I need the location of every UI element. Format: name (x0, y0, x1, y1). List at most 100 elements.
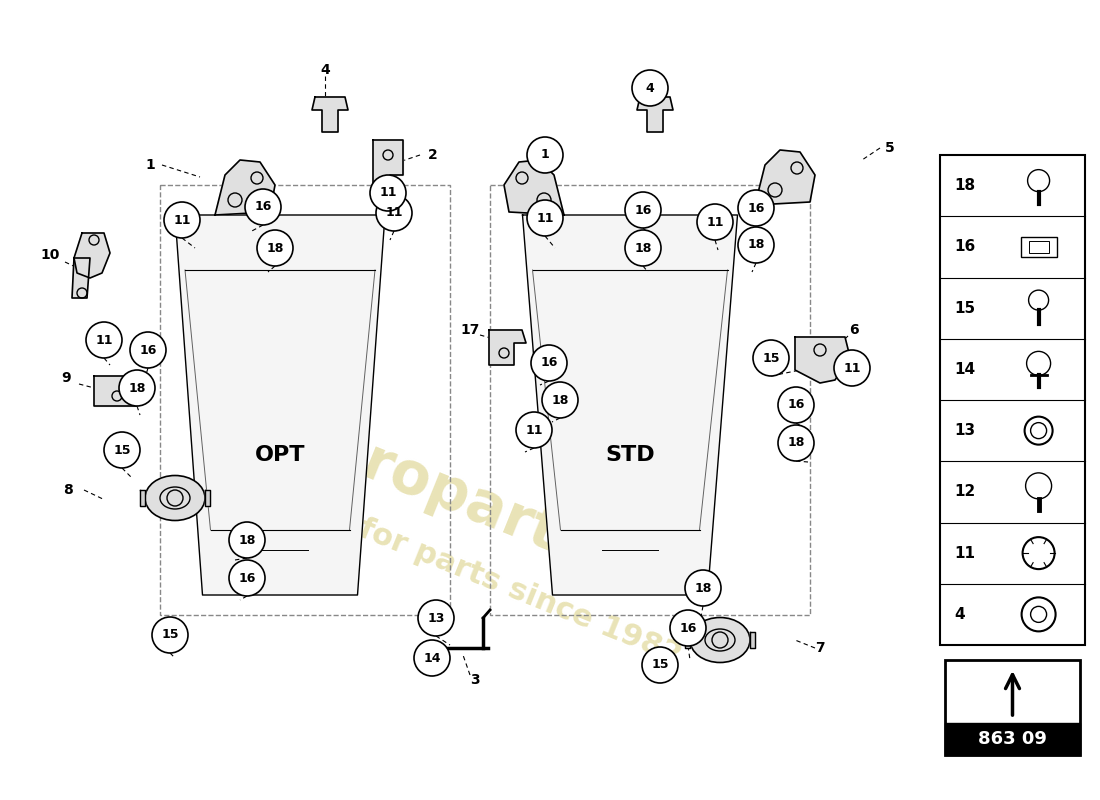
Text: 16: 16 (540, 357, 558, 370)
Circle shape (229, 560, 265, 596)
Circle shape (414, 640, 450, 676)
Polygon shape (685, 632, 690, 648)
Polygon shape (490, 330, 526, 365)
Text: 16: 16 (954, 239, 976, 254)
Polygon shape (504, 160, 564, 215)
Circle shape (376, 195, 412, 231)
Text: 13: 13 (427, 611, 444, 625)
Text: 11: 11 (526, 423, 542, 437)
Circle shape (527, 137, 563, 173)
Circle shape (625, 230, 661, 266)
Polygon shape (755, 150, 815, 205)
Text: 11: 11 (844, 362, 860, 374)
Circle shape (86, 322, 122, 358)
Text: europarts: europarts (279, 403, 601, 577)
Text: 18: 18 (788, 437, 805, 450)
Polygon shape (140, 490, 145, 506)
Ellipse shape (690, 618, 750, 662)
Text: 16: 16 (747, 202, 764, 214)
Text: 11: 11 (954, 546, 975, 561)
Text: 1: 1 (145, 158, 155, 172)
Text: 16: 16 (239, 571, 255, 585)
Bar (160, 185, 450, 615)
Text: 4: 4 (320, 63, 330, 77)
Text: 14: 14 (954, 362, 975, 377)
Text: 13: 13 (954, 423, 975, 438)
Circle shape (754, 340, 789, 376)
Polygon shape (205, 490, 210, 506)
Text: 18: 18 (635, 242, 651, 254)
Polygon shape (175, 215, 385, 595)
Text: 863 09: 863 09 (978, 730, 1047, 748)
Text: 18: 18 (694, 582, 712, 594)
Text: 18: 18 (129, 382, 145, 394)
Text: 16: 16 (635, 203, 651, 217)
Circle shape (697, 204, 733, 240)
Text: 3: 3 (470, 673, 480, 687)
Circle shape (370, 175, 406, 211)
Text: 15: 15 (762, 351, 780, 365)
Ellipse shape (145, 475, 205, 521)
Text: 4: 4 (646, 82, 654, 94)
Circle shape (257, 230, 293, 266)
Text: STD: STD (605, 445, 654, 465)
Circle shape (542, 382, 578, 418)
Text: 10: 10 (41, 248, 59, 262)
Polygon shape (94, 376, 150, 406)
Text: 14: 14 (424, 651, 441, 665)
Text: 11: 11 (379, 186, 397, 199)
Text: 11: 11 (706, 215, 724, 229)
Polygon shape (72, 258, 90, 298)
Text: 1: 1 (540, 149, 549, 162)
Circle shape (778, 387, 814, 423)
Text: 6: 6 (849, 323, 859, 337)
Polygon shape (74, 233, 110, 278)
Bar (1021, 237, 1057, 257)
Circle shape (685, 570, 720, 606)
Text: 15: 15 (113, 443, 131, 457)
Circle shape (130, 332, 166, 368)
Polygon shape (522, 215, 737, 595)
Text: 7: 7 (815, 641, 825, 655)
Bar (490, 185, 810, 615)
Circle shape (229, 522, 265, 558)
Circle shape (778, 425, 814, 461)
Polygon shape (795, 337, 850, 383)
Circle shape (418, 600, 454, 636)
Text: 18: 18 (266, 242, 284, 254)
Text: 8: 8 (63, 483, 73, 497)
Text: 2: 2 (428, 148, 438, 162)
Circle shape (738, 190, 774, 226)
Polygon shape (373, 140, 403, 198)
Polygon shape (214, 160, 275, 215)
Text: 18: 18 (747, 238, 764, 251)
Circle shape (670, 610, 706, 646)
Circle shape (531, 345, 566, 381)
Text: 18: 18 (239, 534, 255, 546)
Text: 16: 16 (788, 398, 805, 411)
Text: 9: 9 (62, 371, 70, 385)
Polygon shape (750, 632, 755, 648)
Text: 15: 15 (651, 658, 669, 671)
Text: 15: 15 (162, 629, 178, 642)
Text: 16: 16 (254, 201, 272, 214)
Text: OPT: OPT (255, 445, 306, 465)
Text: 11: 11 (385, 206, 403, 219)
Text: 5: 5 (886, 141, 895, 155)
Circle shape (152, 617, 188, 653)
Text: 11: 11 (96, 334, 112, 346)
Text: 4: 4 (954, 607, 965, 622)
Circle shape (625, 192, 661, 228)
Text: 18: 18 (954, 178, 975, 193)
Circle shape (119, 370, 155, 406)
Circle shape (642, 647, 678, 683)
Text: 11: 11 (537, 211, 553, 225)
Bar (945, 660, 1080, 755)
Polygon shape (312, 97, 348, 132)
Circle shape (527, 200, 563, 236)
Text: 15: 15 (954, 301, 975, 316)
Text: 12: 12 (954, 484, 976, 499)
Circle shape (516, 412, 552, 448)
Text: 16: 16 (140, 343, 156, 357)
Circle shape (104, 432, 140, 468)
